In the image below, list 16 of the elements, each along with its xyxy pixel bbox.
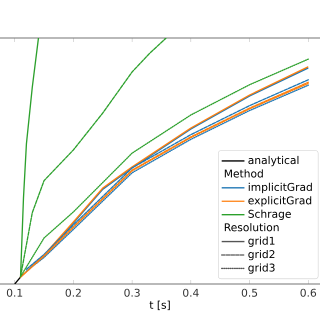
x-axis-title: t [s] <box>150 300 170 310</box>
x-tick-label: 0.1 <box>6 288 22 297</box>
x-tick-label: 0.5 <box>242 288 258 297</box>
legend-label: explicitGrad <box>248 196 312 207</box>
legend-label: analytical <box>248 156 298 166</box>
legend-label: grid3 <box>248 263 275 274</box>
x-tick-label: 0.6 <box>300 288 316 297</box>
legend-label: grid1 <box>248 236 274 247</box>
legend-label: grid2 <box>248 250 274 260</box>
legend-label: implicitGrad <box>248 182 312 194</box>
x-tick-label: 0.4 <box>183 288 199 297</box>
legend-label: Schrage <box>248 210 291 220</box>
annotation: Method <box>224 169 263 178</box>
annotation: Resolution <box>224 223 279 232</box>
x-tick-label: 0.3 <box>124 288 140 297</box>
x-tick-label: 0.2 <box>66 288 81 297</box>
